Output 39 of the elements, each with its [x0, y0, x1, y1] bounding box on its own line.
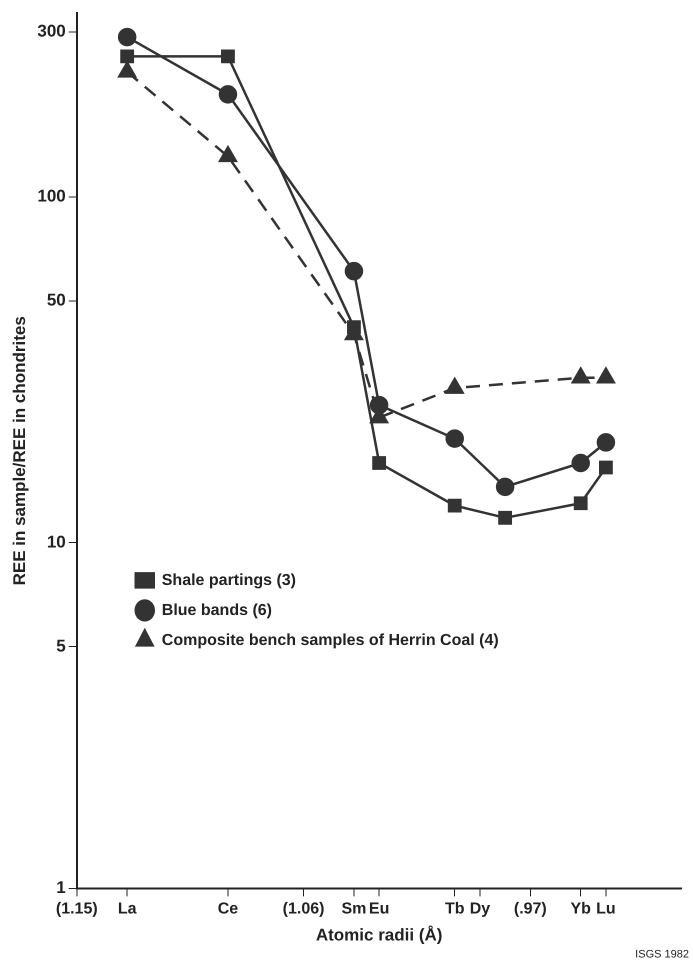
y-tick-label: 1 [56, 878, 66, 898]
legend-label: Blue bands (6) [162, 602, 272, 619]
point [221, 49, 235, 64]
legend-label: Composite bench samples of Herrin Coal (4) [162, 632, 499, 649]
y-axis-title: REE in sample/REE in chondrites [10, 316, 29, 586]
x-tick-label: (1.15) [56, 900, 98, 918]
x-tick-label: (.97) [514, 900, 547, 918]
x-tick-label: Dy [470, 900, 490, 918]
y-tick-label: 100 [37, 186, 66, 206]
y-tick-label: 300 [37, 22, 66, 41]
x-tick-label: Ce [218, 900, 238, 918]
x-tick-label: La [118, 900, 137, 918]
x-tick-label: Eu [368, 900, 390, 918]
point [571, 454, 590, 472]
point [120, 49, 134, 64]
point [218, 85, 238, 104]
x-tick-label: Sm [341, 900, 366, 918]
x-tick-label: Yb [570, 900, 592, 918]
point [372, 456, 386, 470]
y-tick-label: 10 [46, 532, 66, 552]
point [574, 496, 588, 510]
point [445, 429, 464, 448]
point [370, 396, 388, 414]
point [496, 478, 514, 496]
point [118, 28, 136, 46]
y-tick-label: 50 [46, 290, 66, 310]
x-axis-title: Atomic radii (Å) [316, 925, 442, 944]
x-tick-label: (1.06) [282, 900, 324, 918]
x-tick-label: Lu [596, 900, 616, 918]
legend-label: Shale partings (3) [162, 572, 296, 589]
point [498, 510, 512, 525]
y-tick-label: 5 [56, 636, 66, 656]
point [596, 433, 616, 452]
point [599, 460, 613, 474]
x-tick-label: Tb [444, 900, 465, 918]
point [344, 262, 364, 280]
point [448, 498, 462, 513]
text: ISGS 1982 [635, 948, 689, 961]
point [347, 320, 361, 334]
